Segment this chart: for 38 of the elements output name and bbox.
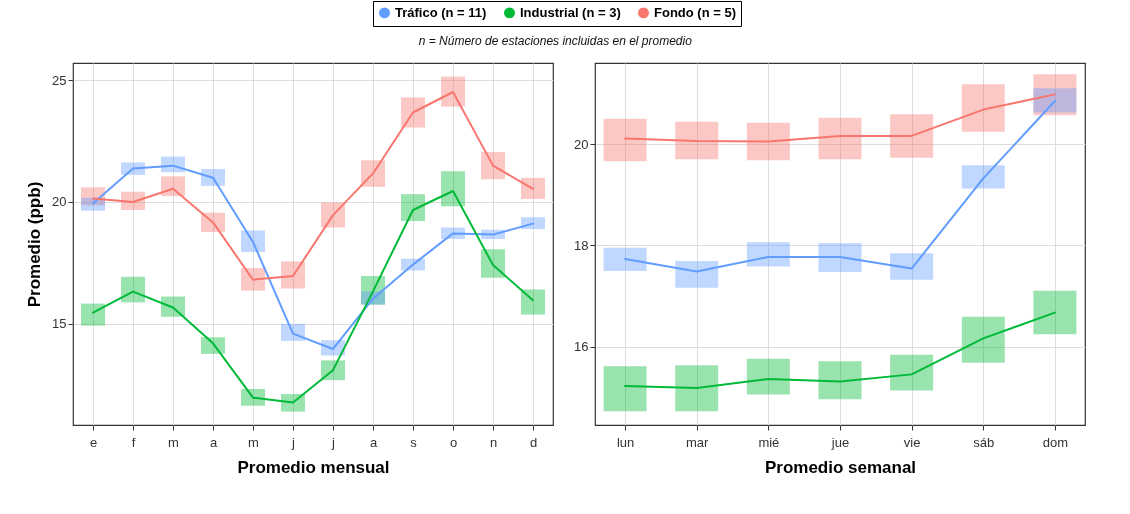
x-tick-label: a <box>369 434 378 450</box>
x-tick-label: sáb <box>973 434 995 450</box>
x-tick-label: n <box>489 434 498 450</box>
x-tick-label: m <box>248 434 259 450</box>
legend-label: Tráfico (n = 11) <box>395 4 487 20</box>
x-tick-label: lun <box>616 434 635 450</box>
x-tick-label: mié <box>758 434 780 450</box>
y-tick-label: 20 <box>52 194 67 210</box>
line-series <box>624 311 1056 390</box>
x-tick-label: s <box>410 434 418 450</box>
x-tick-label: vie <box>903 434 921 450</box>
y-tick-label: 18 <box>574 237 589 253</box>
x-axis-title: Promedio mensual <box>237 457 390 477</box>
x-axis-title: Promedio semanal <box>764 457 917 477</box>
line-series <box>624 99 1056 273</box>
x-tick-label: mar <box>686 434 710 450</box>
y-tick-label: 25 <box>52 72 67 88</box>
legend-label: Industrial (n = 3) <box>520 4 621 20</box>
y-tick-label: 15 <box>52 316 67 332</box>
y-tick-label: 16 <box>574 339 589 355</box>
line-series <box>92 189 534 404</box>
legend-label: Fondo (n = 5) <box>654 4 736 20</box>
x-tick-label: a <box>209 434 218 450</box>
x-tick-label: jue <box>830 434 850 450</box>
line-series <box>624 93 1056 143</box>
x-tick-label: o <box>449 434 458 450</box>
y-axis-title: Promedio (ppb) <box>25 181 45 308</box>
x-tick-label: e <box>89 434 98 450</box>
y-tick-label: 20 <box>574 136 589 152</box>
x-tick-label: j <box>291 434 296 450</box>
x-tick-label: m <box>168 434 179 450</box>
x-tick-label: f <box>131 434 136 450</box>
x-tick-label: dom <box>1042 434 1069 450</box>
x-tick-label: j <box>331 434 336 450</box>
line-series <box>92 91 534 281</box>
x-tick-label: d <box>529 434 538 450</box>
line-series <box>92 164 534 350</box>
chart-subtitle: n = Número de estaciones incluidas en el promedio <box>418 33 693 48</box>
